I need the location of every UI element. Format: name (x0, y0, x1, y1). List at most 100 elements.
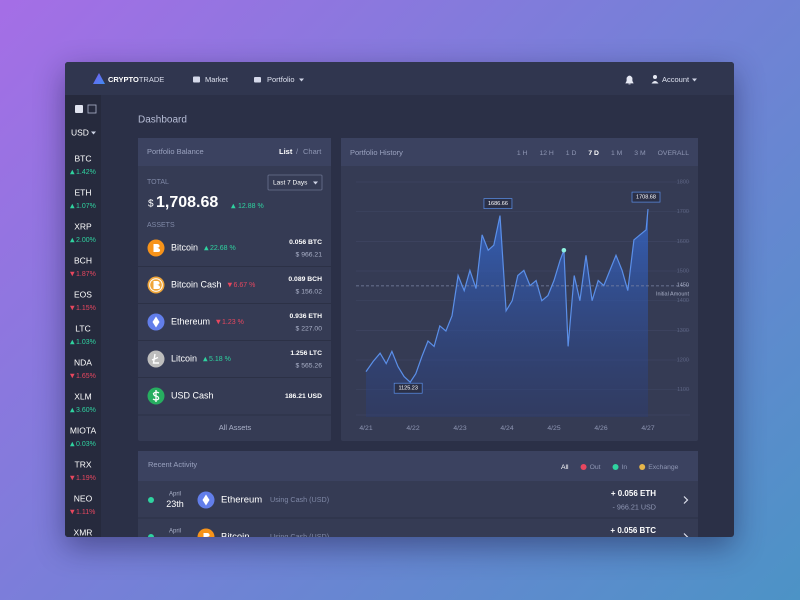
activity-day: 23th (166, 499, 184, 509)
nav-item[interactable]: Portfolio (267, 75, 295, 84)
coin-symbol[interactable]: MIOTA (70, 425, 97, 435)
asset-amount: 1.256 LTC (290, 350, 322, 357)
bell-icon[interactable] (625, 75, 634, 85)
panel-title: Portfolio Balance (147, 147, 204, 156)
range-button[interactable]: 12 H (539, 150, 553, 157)
view-separator: / (296, 147, 299, 156)
x-tick-label: 4/23 (453, 425, 466, 432)
period-select[interactable] (267, 174, 323, 191)
logo (93, 73, 105, 84)
x-tick-label: 4/25 (547, 425, 560, 432)
coin-ring (149, 278, 163, 292)
filter-button[interactable]: All (561, 464, 569, 471)
status-dot (148, 534, 154, 537)
coin-glyph (202, 494, 210, 506)
up-arrow (70, 237, 75, 243)
chevron[interactable] (683, 496, 689, 504)
down-arrow (216, 319, 221, 325)
x-tick-label: 4/27 (641, 425, 654, 432)
coin-symbol[interactable]: XLM (74, 391, 91, 401)
filter-button[interactable]: Out (590, 464, 601, 471)
coin-change: 1.11% (76, 509, 95, 516)
user-icon (653, 75, 657, 79)
asset-name: Bitcoin Cash (171, 279, 222, 289)
sidebar-icon[interactable] (75, 105, 83, 113)
asset-change: 6.67 % (234, 282, 256, 289)
coin-icon (197, 528, 215, 537)
coin-symbol[interactable]: NEO (74, 493, 93, 503)
user-icon (651, 81, 659, 84)
chevron[interactable] (683, 533, 689, 538)
panel-header (138, 451, 698, 481)
app-window: CRYPTOTRADE Market Portfolio Account USD BTC 1… (65, 62, 734, 537)
caret-icon (313, 181, 318, 185)
range-button[interactable]: 7 D (588, 150, 599, 157)
filter-dot (639, 464, 646, 470)
all-assets-link[interactable]: All Assets (219, 423, 252, 432)
y-tick-label: 1800 (677, 179, 689, 185)
asset-name: USD Cash (171, 390, 214, 400)
down-arrow (227, 282, 233, 288)
filter-dot (612, 464, 619, 470)
coin-glyph (151, 353, 159, 364)
coin-symbol[interactable]: EOS (74, 289, 92, 299)
value-label-box (631, 191, 661, 203)
portfolio-icon (254, 77, 261, 83)
filter-button[interactable]: In (622, 464, 628, 471)
range-button[interactable]: 1 H (517, 150, 528, 157)
total-change: 12.88 % (238, 203, 264, 210)
up-arrow (203, 356, 208, 362)
coin-change: 1.19% (76, 475, 96, 482)
coin-symbol[interactable]: BTC (75, 153, 92, 163)
range-button[interactable]: 1 M (611, 150, 623, 157)
value-label: 1686.66 (488, 201, 508, 207)
asset-amount: 0.089 BCH (288, 276, 322, 283)
coin-symbol[interactable]: XRP (74, 221, 92, 231)
sidebar (65, 95, 101, 537)
page-title: Dashboard (138, 115, 187, 126)
up-arrow (204, 245, 209, 251)
down-arrow (70, 509, 75, 515)
coin-symbol[interactable]: XMR (74, 527, 93, 537)
asset-amount: 0.936 ETH (290, 313, 323, 320)
sidebar-icon[interactable] (87, 104, 97, 114)
coin-symbol[interactable]: ETH (75, 187, 92, 197)
activity-method: Using Cash (USD) (270, 495, 329, 504)
panel (138, 138, 331, 441)
y-tick-label: 1300 (677, 328, 689, 334)
nav-item[interactable]: Market (205, 75, 229, 84)
x-tick-label: 4/22 (406, 425, 419, 432)
currency-select[interactable]: USD (71, 127, 89, 137)
caret-icon (692, 78, 697, 82)
activity-amount: + 0.056 BTC (610, 526, 656, 535)
reference-value: 1450 (677, 282, 689, 288)
asset-value: $ 966.21 (296, 251, 323, 258)
coin-symbol[interactable]: TRX (75, 459, 92, 469)
account-menu[interactable]: Account (662, 75, 690, 84)
view-toggle[interactable]: Chart (303, 147, 322, 156)
app: CRYPTOTRADE Market Portfolio Account USD BTC 1… (65, 62, 734, 537)
coin-glyph (153, 281, 161, 290)
chart-title: Portfolio History (350, 148, 403, 157)
y-tick-label: 1100 (677, 387, 689, 393)
coin-change: 1.87% (76, 271, 96, 278)
panel-header (138, 138, 331, 166)
coin-symbol[interactable]: LTC (75, 323, 90, 333)
asset-change: 22.68 % (210, 245, 236, 252)
view-toggle[interactable]: List (279, 147, 293, 156)
range-button[interactable]: 3 M (634, 150, 646, 157)
filter-button[interactable]: Exchange (648, 464, 678, 471)
coin-change: 1.15% (76, 305, 96, 312)
coin-symbol[interactable]: BCH (74, 255, 92, 265)
brand-light: TRADE (139, 75, 164, 84)
range-button[interactable]: OVERALL (658, 150, 690, 157)
coin-change: 1.03% (76, 339, 96, 346)
coin-symbol[interactable]: NDA (74, 357, 92, 367)
activity-asset: Bitcoin (221, 532, 250, 537)
y-tick-label: 1600 (677, 239, 689, 245)
caret-icon (299, 78, 304, 82)
asset-name: Litcoin (171, 353, 197, 363)
activity-amount: + 0.056 ETH (611, 489, 656, 498)
range-button[interactable]: 1 D (566, 150, 577, 157)
